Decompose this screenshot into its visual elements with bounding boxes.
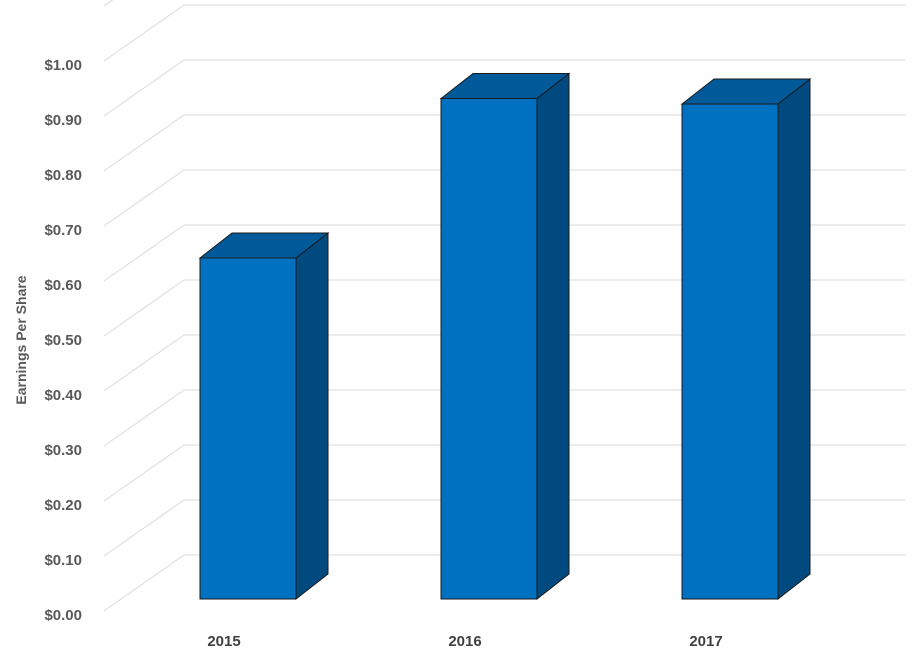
gridline-diagonal xyxy=(103,334,185,392)
gridline-diagonal xyxy=(103,389,185,447)
x-category-label: 2016 xyxy=(448,633,481,650)
y-tick-label: $1.00 xyxy=(44,57,82,74)
bar-side-face xyxy=(777,77,811,601)
gridline-diagonal xyxy=(103,279,185,337)
y-axis-tick-labels: $0.00 $0.10 $0.20 $0.30 $0.40 $0.50 $0.60 $0.70… xyxy=(44,57,82,624)
bar-2016 xyxy=(439,72,571,601)
y-tick-label: $0.10 xyxy=(44,552,82,569)
y-tick-label: $0.50 xyxy=(44,332,82,349)
bar-2015 xyxy=(198,231,330,601)
bar-side-face xyxy=(536,72,570,601)
gridline-diagonal xyxy=(103,59,185,117)
y-tick-label: $0.90 xyxy=(44,112,82,129)
gridline-diagonal xyxy=(103,224,185,282)
bar-front-face xyxy=(681,103,779,600)
bars xyxy=(198,72,812,601)
y-tick-label: $0.20 xyxy=(44,497,82,514)
y-axis-title: Earnings Per Share xyxy=(13,275,29,404)
gridline-diagonal xyxy=(103,4,185,62)
y-tick-label: $0.60 xyxy=(44,277,82,294)
gridline-diagonal xyxy=(103,114,185,172)
y-tick-label: $0.70 xyxy=(44,222,82,239)
bar-2017 xyxy=(680,77,812,601)
gridline-diagonal xyxy=(103,169,185,227)
gridline-diagonal xyxy=(103,0,114,7)
gridline-diagonal xyxy=(103,499,185,557)
bar-side-face xyxy=(295,231,329,601)
x-category-label: 2015 xyxy=(207,633,240,650)
y-tick-label: $0.80 xyxy=(44,167,82,184)
bar-front-face xyxy=(440,98,538,600)
y-tick-label: $0.00 xyxy=(44,607,82,624)
y-tick-label: $0.30 xyxy=(44,442,82,459)
y-tick-label: $0.40 xyxy=(44,387,82,404)
bar-front-face xyxy=(199,257,297,600)
gridline-diagonal xyxy=(103,554,185,612)
x-category-label: 2017 xyxy=(689,633,722,650)
x-axis-category-labels: 2015 2016 2017 xyxy=(207,633,722,650)
gridline-diagonal xyxy=(103,444,185,502)
